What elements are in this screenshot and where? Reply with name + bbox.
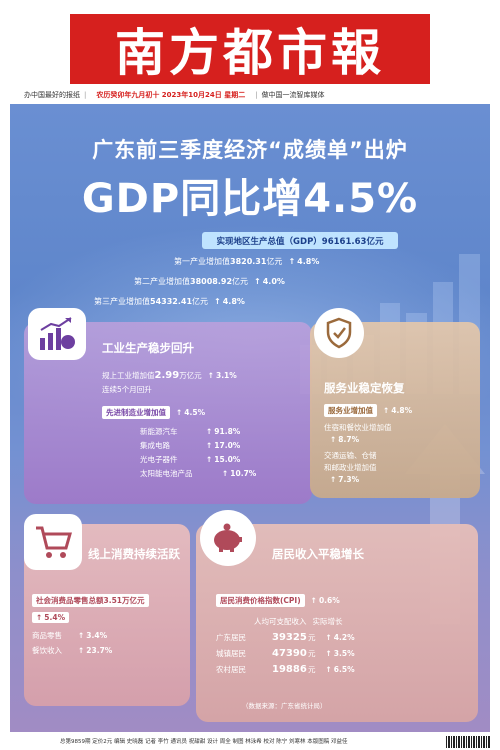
income-header: 人均可支配收入 实际增长 xyxy=(254,617,343,626)
masthead: 南方都市報 xyxy=(70,14,430,84)
industrial-output: 规上工业增加值 2.99 万亿元 3.1% xyxy=(102,370,237,381)
services-line: 住宿和餐饮业增加值 xyxy=(324,423,392,432)
income-row: 广东居民 39325 元 4.2% xyxy=(216,632,355,643)
newspaper-title: 南方都市報 xyxy=(115,23,385,82)
shield-check-icon xyxy=(314,308,364,358)
up-arrow-icon: 4.5% xyxy=(176,408,205,417)
piggy-bank-icon xyxy=(200,510,256,566)
retail-total: 社会消费品零售总额3.51万亿元 xyxy=(32,594,149,607)
services-line: 交通运输、仓储 xyxy=(324,451,377,460)
up-arrow-icon: 4.0% xyxy=(254,277,285,286)
income-row: 城镇居民 47390 元 3.5% xyxy=(216,648,355,659)
consumption-item: 商品零售 3.4% xyxy=(32,630,107,641)
up-arrow-icon: 4.8% xyxy=(214,297,245,306)
cpi: 居民消费价格指数(CPI) 0.6% xyxy=(216,594,340,607)
income-title: 居民收入平稳增长 xyxy=(272,547,364,561)
services-line: 8.7% xyxy=(324,435,359,444)
consumption-title: 线上消费持续活跃 xyxy=(88,547,180,561)
header-strip: 办中国最好的报纸 | 农历癸卯年九月初十 2023年10月24日 星期二 | 做… xyxy=(24,91,325,99)
barcode xyxy=(446,736,490,748)
consumption-item: 餐饮收入 23.7% xyxy=(32,645,112,656)
footer-credits: 总第9859期 定价2元 编辑 史晓磊 记者 李竹 通讯员 祝甜甜 设计 周全 … xyxy=(60,739,348,745)
services-value: 服务业增加值 4.8% xyxy=(324,404,412,417)
services-line: 和邮政业增加值 xyxy=(324,463,377,472)
up-arrow-icon: 0.6% xyxy=(311,596,340,605)
issue-date: 农历癸卯年九月初十 2023年10月24日 星期二 xyxy=(96,91,246,99)
primary-industry: 第一产业增加值 3820.31 亿元 4.8% xyxy=(174,254,319,268)
industry-item: 光电子器件 15.0% xyxy=(140,454,240,465)
up-arrow-icon: 4.8% xyxy=(383,406,412,415)
gdp-total: 实现地区生产总值（GDP）96161.63亿元 xyxy=(202,232,398,249)
services-line: 7.3% xyxy=(324,475,359,484)
industry-item: 太阳能电池产品 10.7% xyxy=(140,468,256,479)
income-row: 农村居民 19886 元 6.5% xyxy=(216,664,355,675)
industry-note: 连续5个月回升 xyxy=(102,385,152,394)
slogan-left: 办中国最好的报纸 xyxy=(24,91,80,99)
growth-chart-icon xyxy=(28,308,86,360)
tertiary-industry: 第三产业增加值 54332.41 亿元 4.8% xyxy=(94,294,245,308)
data-source: （数据来源：广东省统计局） xyxy=(242,702,327,710)
retail-growth: 5.4% xyxy=(32,612,70,623)
services-title: 服务业稳定恢复 xyxy=(324,381,405,395)
slogan-right: 做中国一流智库媒体 xyxy=(261,91,325,99)
up-arrow-icon: 3.1% xyxy=(208,371,237,380)
secondary-industry: 第二产业增加值 38008.92 亿元 4.0% xyxy=(134,274,285,288)
headline-line1: 广东前三季度经济“成绩单”出炉 xyxy=(92,138,408,162)
industry-item: 新能源汽车 91.8% xyxy=(140,426,240,437)
industry-title: 工业生产稳步回升 xyxy=(102,341,194,355)
up-arrow-icon: 4.8% xyxy=(288,257,319,266)
shopping-cart-icon xyxy=(24,514,82,570)
infographic-poster: 广东前三季度经济“成绩单”出炉 GDP同比增4.5% 实现地区生产总值（GDP）… xyxy=(10,104,490,732)
headline-line2: GDP同比增4.5% xyxy=(81,176,419,222)
industry-item: 集成电路 17.0% xyxy=(140,440,240,451)
advanced-manufacturing: 先进制造业增加值 4.5% xyxy=(102,406,205,419)
